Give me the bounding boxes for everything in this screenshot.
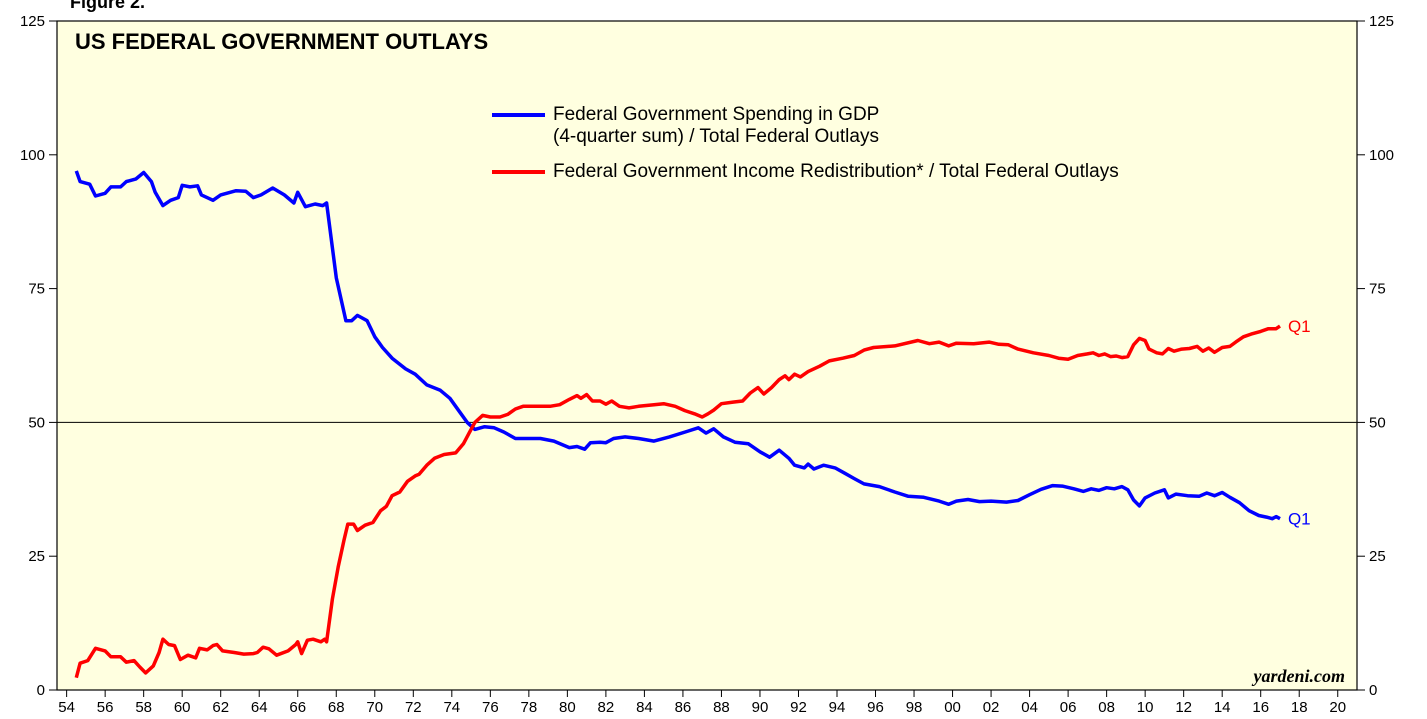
x-tick-label: 14: [1214, 699, 1231, 716]
x-tick-label: 92: [790, 699, 807, 716]
x-tick-label: 08: [1098, 699, 1115, 716]
figure-label: Figure 2.: [70, 0, 145, 12]
x-tick-label: 10: [1137, 699, 1154, 716]
x-tick-label: 72: [405, 699, 422, 716]
x-tick-label: 56: [97, 699, 114, 716]
x-tick-label: 20: [1329, 699, 1346, 716]
x-tick-label: 90: [752, 699, 769, 716]
x-tick-label: 66: [289, 699, 306, 716]
y2-tick-label: 0: [1369, 682, 1377, 699]
y2-tick-label: 75: [1369, 281, 1386, 298]
legend-entry: Federal Government Spending in GDP (4-qu…: [553, 104, 880, 147]
x-tick-label: 04: [1021, 699, 1038, 716]
x-tick-label: 84: [636, 699, 653, 716]
x-tick-label: 60: [174, 699, 191, 716]
y-tick-label: 125: [20, 13, 45, 30]
y2-tick-label: 50: [1369, 414, 1386, 431]
x-tick-label: 80: [559, 699, 576, 716]
y-tick-label: 75: [28, 281, 45, 298]
x-tick-label: 82: [598, 699, 615, 716]
x-tick-label: 78: [521, 699, 538, 716]
y2-tick-label: 100: [1369, 147, 1394, 164]
y-tick-label: 100: [20, 147, 45, 164]
y2-tick-label: 125: [1369, 13, 1394, 30]
x-tick-label: 70: [366, 699, 383, 716]
legend-entry: Federal Government Income Redistribution…: [553, 161, 1119, 182]
x-tick-label: 12: [1175, 699, 1192, 716]
end-label: Q1: [1288, 510, 1311, 529]
x-tick-label: 02: [983, 699, 1000, 716]
y-tick-label: 0: [37, 682, 45, 699]
series-line: [74, 324, 1281, 679]
x-tick-label: 88: [713, 699, 730, 716]
chart-title: US FEDERAL GOVERNMENT OUTLAYS: [75, 29, 488, 54]
y-tick-label: 50: [28, 414, 45, 431]
x-tick-label: 62: [212, 699, 229, 716]
x-tick-label: 74: [443, 699, 460, 716]
plot-background: [56, 20, 1358, 691]
x-tick-label: 68: [328, 699, 345, 716]
x-tick-label: 76: [482, 699, 499, 716]
x-tick-label: 58: [135, 699, 152, 716]
x-tick-label: 54: [58, 699, 75, 716]
x-tick-label: 64: [251, 699, 268, 716]
end-label: Q1: [1288, 317, 1311, 336]
x-tick-label: 96: [867, 699, 884, 716]
x-tick-label: 86: [675, 699, 692, 716]
x-tick-label: 06: [1060, 699, 1077, 716]
x-tick-label: 00: [944, 699, 961, 716]
x-tick-label: 16: [1252, 699, 1269, 716]
x-tick-label: 94: [829, 699, 846, 716]
y2-tick-label: 25: [1369, 548, 1386, 565]
y-tick-label: 25: [28, 548, 45, 565]
x-tick-label: 98: [906, 699, 923, 716]
x-tick-label: 18: [1291, 699, 1308, 716]
source: yardeni.com: [1252, 666, 1346, 686]
series-line: [74, 170, 1281, 521]
